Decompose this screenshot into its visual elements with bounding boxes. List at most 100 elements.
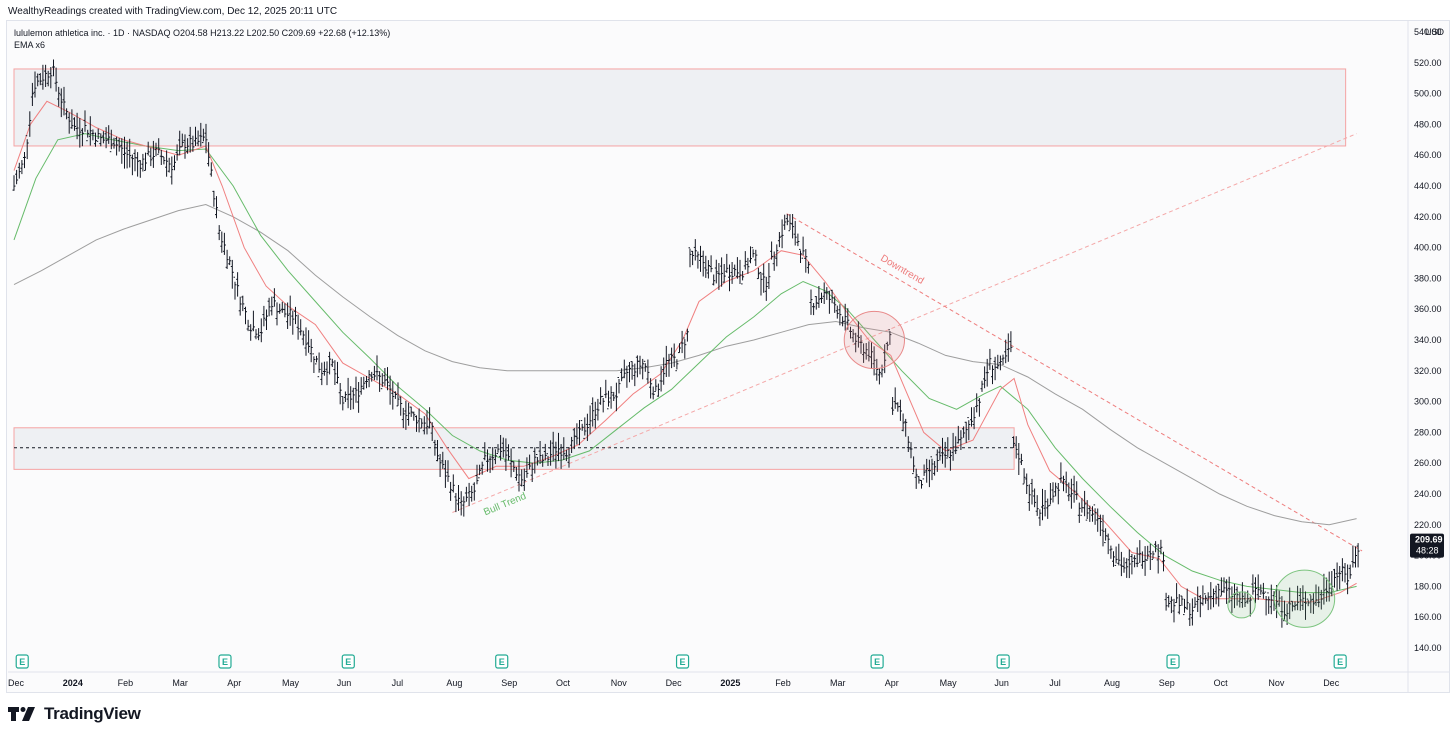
- ohlc-bar: [985, 358, 989, 387]
- ohlc-bar: [1122, 557, 1126, 573]
- ohlc-bar: [1280, 596, 1284, 628]
- ohlc-bar: [970, 407, 973, 427]
- ohlc-bar: [94, 132, 97, 147]
- time-tick-label: Dec: [666, 678, 683, 688]
- ohlc-bar: [246, 319, 250, 332]
- ohlc-bar: [1206, 592, 1210, 611]
- ohlc-bar: [1306, 598, 1310, 607]
- highlight-circle-2: [1227, 591, 1256, 619]
- ohlc-bar: [728, 264, 731, 292]
- ohlc-bar: [333, 360, 337, 385]
- ohlc-bar: [117, 137, 121, 152]
- time-tick-label: Mar: [172, 678, 188, 688]
- earnings-marker: [495, 654, 509, 669]
- time-tick-label: May: [282, 678, 300, 688]
- ohlc-bar: [557, 432, 560, 462]
- ohlc-bar: [1001, 354, 1005, 365]
- earnings-marker: [341, 654, 355, 669]
- ohlc-bar: [948, 450, 952, 471]
- ohlc-bar: [1212, 588, 1215, 608]
- ohlc-bar: [662, 357, 666, 385]
- ohlc-bar: [725, 253, 729, 273]
- time-tick-label: Sep: [1159, 678, 1175, 688]
- ohlc-bar: [1062, 475, 1065, 492]
- ohlc-bar: [549, 440, 553, 466]
- ohlc-bar: [804, 249, 808, 273]
- time-tick-label: May: [940, 678, 958, 688]
- ohlc-bar: [1041, 488, 1044, 521]
- ohlc-bar: [1025, 473, 1029, 494]
- ohlc-bar: [688, 247, 692, 268]
- earnings-marker-label: E: [222, 657, 228, 667]
- ohlc-bar: [1027, 484, 1031, 511]
- ohlc-bar: [99, 133, 103, 147]
- ohlc-bar: [843, 303, 847, 331]
- ohlc-bar: [649, 378, 653, 399]
- ohlc-bar: [941, 437, 944, 464]
- ohlc-bar: [159, 149, 163, 165]
- ohlc-bar: [741, 271, 745, 285]
- price-tick-label: 140.00: [1414, 643, 1442, 653]
- ohlc-bar: [222, 232, 226, 255]
- ohlc-bar: [309, 338, 313, 363]
- ohlc-bar: [1298, 588, 1302, 611]
- ohlc-bar: [617, 377, 621, 394]
- ohlc-bar: [186, 138, 190, 154]
- ohlc-bar: [791, 214, 795, 239]
- ohlc-bar: [1175, 583, 1179, 603]
- ohlc-bar: [52, 59, 55, 77]
- ohlc-bar: [220, 231, 224, 253]
- ohlc-bar: [651, 386, 655, 400]
- ohlc-bar: [157, 138, 161, 155]
- ohlc-bar: [262, 305, 266, 327]
- ohlc-bar: [46, 70, 50, 87]
- ohlc-bar: [80, 128, 84, 147]
- ohlc-bar: [809, 289, 813, 315]
- ohlc-bar: [1077, 502, 1081, 523]
- earnings-marker-label: E: [499, 657, 505, 667]
- ohlc-bar: [988, 348, 992, 370]
- ohlc-bar: [580, 420, 584, 431]
- earnings-marker-label: E: [345, 657, 351, 667]
- ohlc-bar: [1354, 546, 1357, 568]
- ohlc-bar: [880, 364, 884, 378]
- ohlc-bar: [451, 474, 455, 493]
- ohlc-bar: [780, 219, 784, 249]
- ohlc-bar: [1075, 481, 1079, 500]
- ohlc-bar: [123, 136, 126, 169]
- ohlc-bar: [1096, 508, 1100, 532]
- ohlc-bar: [141, 153, 145, 172]
- ohlc-bar: [1072, 475, 1076, 503]
- ohlc-bar: [328, 351, 332, 375]
- ohlc-bar: [738, 259, 742, 284]
- ohlc-bar: [685, 328, 689, 342]
- ohlc-bar: [567, 447, 571, 468]
- ohlc-bar: [1264, 591, 1268, 616]
- ohlc-bar: [630, 361, 634, 380]
- ohlc-bar: [109, 129, 113, 153]
- ohlc-bar: [793, 220, 797, 246]
- ohlc-bar: [312, 353, 316, 373]
- ohlc-bar: [1296, 585, 1300, 611]
- ohlc-bar: [864, 343, 868, 360]
- ohlc-bar: [278, 303, 282, 314]
- ohlc-bar: [1022, 468, 1026, 485]
- ohlc-bar: [354, 376, 358, 403]
- time-tick-label: Dec: [1323, 678, 1340, 688]
- ohlc-bar: [272, 288, 276, 307]
- ohlc-bar: [838, 304, 842, 326]
- ohlc-bar: [244, 306, 247, 325]
- ohlc-bar: [635, 355, 639, 378]
- ohlc-bar: [212, 190, 216, 207]
- ohlc-bar: [86, 129, 90, 142]
- ohlc-bar: [1188, 603, 1192, 626]
- time-tick-label: Nov: [611, 678, 628, 688]
- ohlc-bar: [1256, 574, 1260, 600]
- ohlc-bar: [733, 264, 737, 277]
- ohlc-bar: [1288, 587, 1292, 620]
- ohlc-bar: [1193, 597, 1197, 608]
- ohlc-bar: [722, 264, 726, 283]
- ohlc-bar: [812, 303, 816, 316]
- ohlc-bar: [209, 162, 213, 177]
